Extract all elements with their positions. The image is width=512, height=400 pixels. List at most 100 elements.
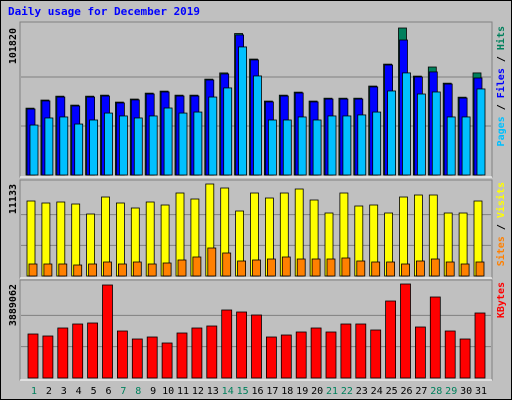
- y-tick-label: 101820: [8, 28, 19, 64]
- bar: [311, 258, 321, 277]
- bar: [148, 115, 158, 176]
- bar: [236, 311, 248, 379]
- bar: [89, 119, 98, 176]
- legend: KBytes: [496, 282, 507, 318]
- bar: [74, 123, 84, 176]
- bar: [430, 258, 440, 277]
- bar: [476, 88, 486, 176]
- bar: [237, 260, 247, 277]
- bar: [445, 261, 455, 277]
- x-tick-label: 8: [135, 386, 141, 397]
- bar: [295, 331, 307, 379]
- bar: [281, 256, 291, 277]
- x-tick-label: 17: [266, 386, 278, 397]
- x-tick-label: 30: [460, 386, 472, 397]
- y-tick-label: 11133: [8, 184, 19, 214]
- bar: [103, 261, 112, 277]
- x-tick-label: 13: [207, 386, 219, 397]
- bar: [118, 263, 127, 277]
- x-tick-label: 9: [150, 386, 156, 397]
- bar: [340, 323, 352, 379]
- bar: [444, 330, 456, 379]
- bar: [119, 115, 128, 176]
- legend-entry: KBytes: [496, 282, 507, 318]
- x-tick-label: 29: [445, 386, 457, 397]
- bar: [146, 336, 158, 379]
- x-tick-label: 22: [341, 386, 353, 397]
- bar: [296, 258, 306, 277]
- bar: [87, 322, 98, 379]
- bar: [370, 329, 382, 379]
- x-tick-label: 16: [251, 386, 263, 397]
- bar: [371, 261, 381, 277]
- bar: [475, 261, 485, 277]
- x-tick-label: 5: [91, 386, 97, 397]
- x-tick-label: 25: [386, 386, 398, 397]
- x-tick-label: 21: [326, 386, 338, 397]
- x-tick-label: 2: [46, 386, 52, 397]
- legend-entry: Visits: [495, 182, 507, 218]
- bar: [265, 336, 277, 379]
- bar: [401, 263, 410, 277]
- y-tick-label: 3889062: [8, 284, 19, 326]
- bar: [415, 260, 425, 277]
- x-tick-label: 31: [475, 386, 487, 397]
- bar: [266, 258, 276, 277]
- bar: [431, 91, 441, 176]
- x-tick-label: 24: [371, 386, 383, 397]
- bar: [223, 87, 233, 176]
- bar: [73, 264, 83, 277]
- bar: [207, 247, 217, 277]
- bar: [222, 252, 232, 277]
- bar: [206, 325, 218, 379]
- bar: [297, 116, 307, 176]
- bar: [414, 326, 426, 379]
- legend-separator: /: [496, 218, 507, 236]
- chart-title: Daily usage for December 2019: [8, 5, 200, 18]
- x-tick-label: 26: [400, 386, 412, 397]
- x-tick-label: 18: [281, 386, 293, 397]
- x-tick-label: 10: [162, 386, 174, 397]
- x-tick-label: 14: [222, 386, 234, 397]
- bar: [27, 333, 39, 379]
- bar: [416, 93, 426, 176]
- bar: [341, 257, 351, 277]
- bar: [356, 260, 366, 277]
- x-tick-label: 20: [311, 386, 323, 397]
- legend-entry: Hits: [495, 26, 507, 50]
- bar: [446, 116, 456, 176]
- bar: [177, 259, 187, 277]
- bar: [253, 75, 262, 176]
- x-tick-label: 4: [76, 386, 82, 397]
- bar: [342, 115, 352, 176]
- bar: [461, 116, 471, 176]
- bar: [355, 323, 367, 379]
- bar: [429, 296, 441, 379]
- bar: [267, 119, 277, 176]
- bar: [280, 334, 292, 379]
- x-tick-label: 11: [177, 386, 189, 397]
- legend: Pages / Files / Hits: [495, 26, 507, 146]
- bar: [72, 323, 84, 379]
- bar: [43, 263, 53, 277]
- bar: [357, 114, 367, 176]
- bar: [178, 112, 188, 176]
- x-tick-label: 23: [356, 386, 368, 397]
- bar: [326, 258, 336, 277]
- x-tick-label: 19: [296, 386, 308, 397]
- x-tick-label: 1: [31, 386, 37, 397]
- bar: [161, 342, 173, 379]
- legend-entry: Pages: [496, 116, 507, 146]
- x-tick-label: 6: [105, 386, 111, 397]
- bar: [57, 327, 69, 379]
- x-tick-label: 7: [120, 386, 126, 397]
- legend-separator: /: [496, 98, 507, 116]
- bar: [44, 117, 54, 176]
- bar: [104, 112, 113, 176]
- bar: [28, 263, 38, 277]
- bar: [310, 327, 322, 379]
- bar: [117, 330, 128, 379]
- bar: [325, 331, 337, 379]
- legend: Sites / Visits: [495, 182, 507, 266]
